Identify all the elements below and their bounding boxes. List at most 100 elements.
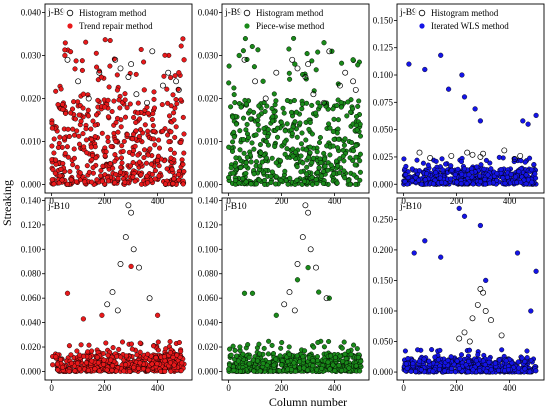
cloud-point [49, 120, 55, 126]
cloud-point [107, 161, 113, 167]
cloud-point [287, 76, 293, 82]
cloud-point [101, 357, 107, 363]
data-point [125, 202, 132, 209]
panel-frame [396, 197, 545, 381]
cloud-point [321, 168, 327, 175]
cloud-point [180, 114, 186, 120]
cloud-point [88, 126, 94, 132]
legend: Histogram method Piece-wise method [240, 7, 363, 36]
cloud-point [336, 170, 343, 176]
cloud-point [268, 368, 274, 374]
x-tick-label: 400 [503, 383, 517, 393]
cloud-point [151, 89, 157, 95]
cloud-point [337, 353, 343, 359]
cloud-point [330, 106, 336, 112]
cloud-point [314, 149, 320, 155]
cloud-point [352, 162, 358, 168]
cloud-point [433, 170, 439, 176]
data-point [117, 261, 124, 267]
cloud-point [307, 144, 313, 150]
cloud-point [292, 119, 298, 125]
data-point [305, 265, 311, 271]
x-tick-label: 400 [328, 383, 342, 393]
cloud-point [321, 344, 327, 350]
y-tick-label: 0.040 [198, 318, 219, 328]
cloud-point [353, 113, 360, 120]
cloud-point [121, 368, 127, 374]
cloud-point [357, 177, 363, 183]
cloud-point [136, 133, 142, 140]
cloud-point [238, 165, 244, 171]
cloud-point [414, 157, 420, 163]
cloud-point [533, 368, 539, 374]
cloud-point [181, 168, 187, 175]
cloud-point [341, 158, 347, 164]
cloud-point [309, 58, 315, 64]
plot-area [226, 202, 364, 374]
data-point [336, 82, 343, 89]
cloud-point [487, 180, 493, 186]
cloud-point [240, 176, 246, 182]
data-point [446, 86, 452, 92]
cloud-point [486, 359, 492, 365]
cloud-point [340, 358, 346, 364]
cloud-point [110, 345, 116, 351]
cloud-point [123, 353, 129, 359]
cloud-point [231, 92, 237, 98]
cloud-point [137, 360, 143, 366]
data-point [80, 91, 87, 97]
cloud-point [109, 367, 115, 373]
cloud-point [298, 153, 304, 159]
cloud-point [357, 368, 363, 374]
cloud-point [264, 103, 270, 109]
cloud-point [255, 358, 261, 364]
cloud-point [357, 169, 363, 175]
data-point [321, 40, 327, 46]
cloud-point [72, 66, 78, 72]
cloud-point [168, 129, 174, 135]
cloud-point [74, 348, 80, 354]
panel-label: j-B9 [47, 8, 65, 18]
cloud-point [253, 159, 260, 165]
cloud-point [114, 72, 120, 78]
cloud-point [331, 116, 337, 122]
cloud-point [325, 167, 331, 173]
cloud-point [307, 150, 313, 156]
cloud-point [101, 361, 107, 368]
cloud-point [95, 97, 101, 103]
cloud-point [94, 177, 100, 183]
cloud-point [311, 344, 317, 350]
cloud-point [226, 174, 232, 181]
cloud-point [90, 165, 96, 171]
cloud-point [350, 148, 357, 154]
cloud-point [298, 141, 305, 147]
cloud-point [162, 52, 168, 58]
data-point [146, 295, 153, 302]
cloud-point [114, 87, 120, 93]
cloud-point [253, 181, 259, 187]
y-tick-label: 0.140 [21, 195, 42, 205]
cloud-point [55, 144, 61, 151]
cloud-point [320, 180, 326, 186]
cloud-point [327, 152, 333, 158]
cloud-point [138, 46, 144, 53]
data-point [422, 66, 428, 73]
cloud-point [242, 36, 248, 42]
cloud-point [113, 171, 119, 177]
cloud-point [81, 144, 87, 150]
cloud-point [152, 176, 158, 182]
data-point [281, 301, 288, 308]
cloud-point [170, 354, 176, 360]
cloud-point [92, 134, 98, 140]
cloud-point [151, 128, 157, 134]
cloud-point [243, 170, 249, 176]
cloud-point [334, 180, 340, 186]
cloud-point [421, 356, 427, 362]
data-point [469, 315, 476, 322]
cloud-point [118, 354, 124, 360]
cloud-point [435, 357, 441, 363]
data-point [96, 69, 103, 76]
cloud-point [482, 181, 488, 187]
cloud-point [102, 37, 108, 43]
cloud-point [301, 178, 308, 184]
